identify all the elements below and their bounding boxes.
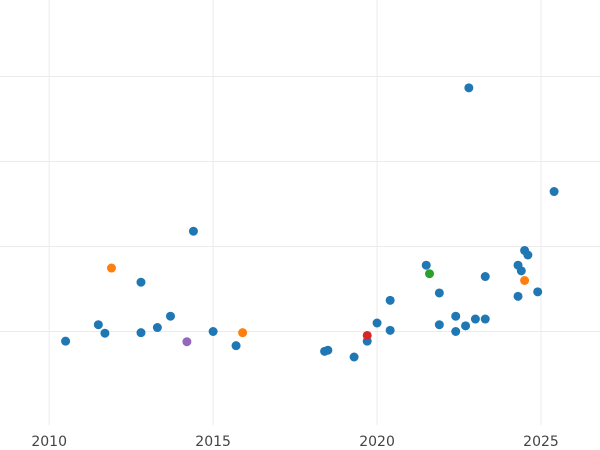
scatter-point	[152, 323, 162, 333]
scatter-point	[425, 269, 435, 279]
scatter-point	[349, 352, 359, 362]
x-tick-label: 2010	[31, 434, 67, 450]
scatter-point	[451, 311, 461, 321]
scatter-point	[238, 328, 248, 338]
scatter-point	[461, 321, 471, 331]
scatter-point	[188, 226, 198, 236]
scatter-point	[136, 277, 146, 287]
x-axis-ticks: 2010 2015 2020 2025	[31, 434, 558, 450]
scatter-point	[372, 318, 382, 328]
x-tick-label: 2015	[195, 434, 231, 450]
x-tick-label: 2020	[359, 434, 395, 450]
scatter-point	[61, 336, 71, 346]
scatter-point	[100, 328, 110, 338]
scatter-point	[434, 288, 444, 298]
scatter-point	[136, 328, 146, 338]
scatter-point	[513, 291, 523, 301]
scatter-point	[106, 263, 116, 273]
x-tick-label: 2025	[523, 434, 559, 450]
scatter-point	[523, 250, 533, 260]
scatter-point	[549, 187, 559, 197]
scatter-point	[516, 266, 526, 276]
scatter-point	[470, 314, 480, 324]
grid	[0, 0, 600, 425]
scatter-point	[362, 330, 372, 340]
scatter-point	[165, 311, 175, 321]
scatter-point	[385, 325, 395, 335]
scatter-point	[480, 314, 490, 324]
scatter-point	[464, 83, 474, 93]
scatter-point	[533, 287, 543, 297]
scatter-point	[208, 327, 218, 336]
scatter-point	[385, 295, 395, 305]
scatter-point	[520, 276, 530, 285]
scatter-point	[480, 272, 490, 282]
scatter-point	[231, 341, 241, 351]
scatter-point	[182, 337, 192, 347]
scatter-point	[421, 260, 431, 270]
scatter-point	[434, 320, 444, 330]
scatter-point	[323, 345, 333, 355]
scatter-point	[451, 327, 461, 336]
scatter-point	[93, 320, 103, 330]
data-points	[61, 83, 559, 362]
